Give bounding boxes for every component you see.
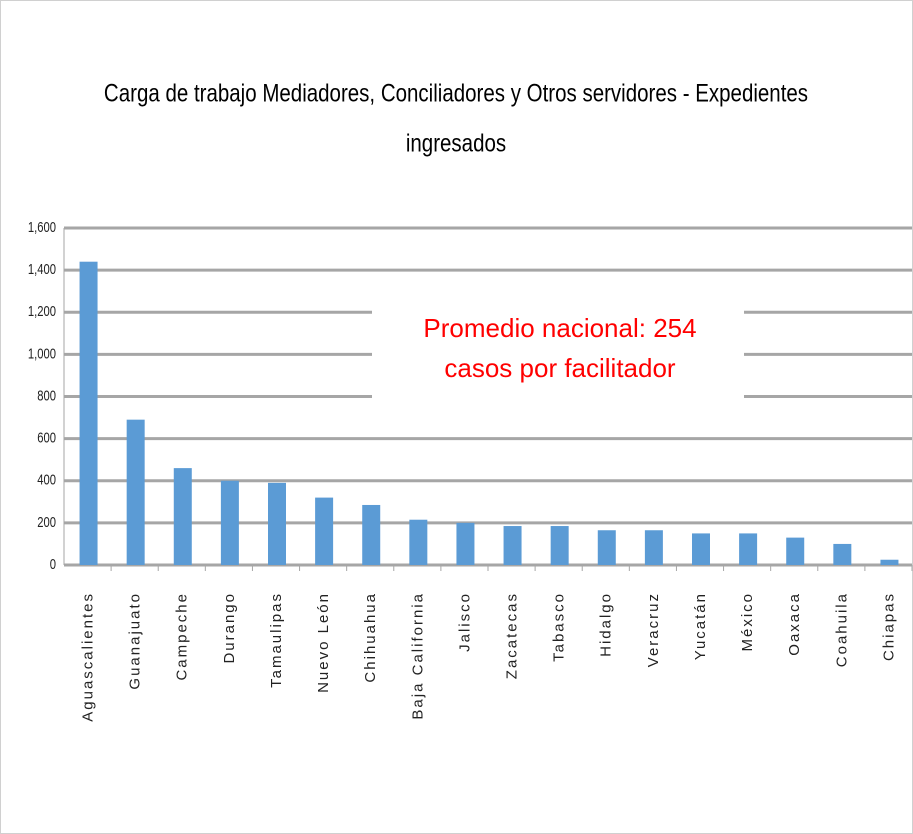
bar: [220, 480, 239, 565]
bar: [503, 526, 522, 565]
bar: [456, 522, 475, 565]
bar: [173, 468, 192, 565]
annotation: Promedio nacional: 254: [423, 313, 696, 343]
bar: [79, 261, 98, 565]
x-tick-label: Tabasco: [551, 592, 568, 662]
x-tick-label: Yucatán: [692, 592, 709, 660]
x-tick-label: Hidalgo: [598, 592, 615, 657]
y-tick-label: 200: [37, 513, 56, 530]
y-tick-label: 400: [37, 471, 56, 488]
x-tick-label: Guanajuato: [127, 592, 144, 690]
y-tick-label: 1,600: [28, 218, 56, 235]
bar: [362, 504, 381, 565]
bar: [692, 533, 710, 565]
y-tick-label: 1,000: [28, 345, 56, 362]
bar: [126, 419, 145, 565]
chart-title: Carga de trabajo Mediadores, Conciliador…: [104, 79, 808, 107]
x-tick-label: Chihuahua: [362, 592, 379, 683]
y-tick-label: 0: [50, 555, 56, 572]
bar: [550, 526, 569, 565]
x-tick-label: Tamaulipas: [268, 592, 285, 688]
x-tick-label: Aguascalientes: [80, 592, 97, 722]
x-tick-label: Campeche: [174, 592, 191, 681]
bar: [409, 519, 428, 565]
bar: [268, 482, 286, 565]
x-tick-label: Baja California: [409, 592, 426, 720]
x-tick-label: Veracruz: [645, 592, 662, 667]
bar: [315, 497, 334, 565]
x-tick-label: Chiapas: [880, 592, 897, 661]
bar: [833, 543, 852, 565]
bar: [786, 537, 805, 565]
x-tick-label: Coahuila: [833, 592, 850, 667]
x-tick-label: Zacatecas: [504, 592, 521, 679]
y-tick-label: 600: [37, 429, 56, 446]
bar: [880, 559, 899, 565]
x-tick-label: Durango: [221, 592, 238, 664]
x-tick-label: Nuevo León: [315, 592, 332, 693]
y-tick-label: 800: [37, 387, 56, 404]
x-tick-label: México: [739, 592, 756, 652]
bar: [644, 530, 663, 565]
bar: [739, 533, 758, 565]
y-tick-label: 1,200: [28, 303, 56, 320]
y-tick-label: 1,400: [28, 261, 56, 278]
chart-title: ingresados: [406, 129, 506, 157]
bar: [597, 530, 616, 565]
annotation: casos por facilitador: [444, 353, 676, 383]
x-tick-label: Jalisco: [456, 592, 473, 652]
annotation-box: [372, 300, 744, 400]
x-tick-label: Oaxaca: [786, 592, 803, 656]
